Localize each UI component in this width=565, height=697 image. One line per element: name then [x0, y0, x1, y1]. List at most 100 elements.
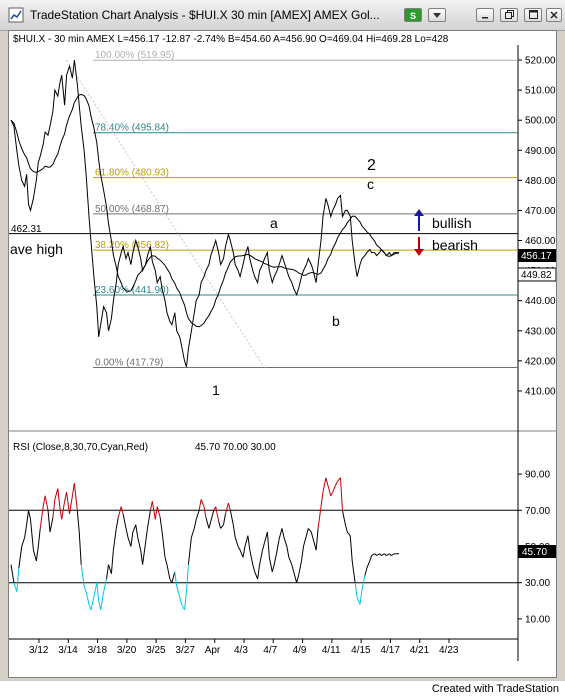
- rsi-segment: [130, 531, 134, 547]
- rsi-segment: [185, 564, 189, 592]
- rsi-segment: [388, 553, 392, 556]
- rsi-segment: [369, 555, 373, 562]
- rsi-tick-label: 70.00: [525, 506, 550, 517]
- rsi-tick-label: 30.00: [525, 578, 550, 589]
- rsi-segment: [351, 560, 356, 583]
- rsi-segment: [220, 524, 224, 529]
- rsi-segment: [271, 564, 275, 572]
- fib-level-label: 23.60% (441.90): [95, 285, 169, 296]
- rsi-segment: [263, 531, 268, 544]
- tradestation-app-icon: [8, 7, 24, 23]
- rsi-segment: [218, 521, 222, 529]
- rsi-segment: [120, 506, 124, 515]
- rsi-segment: [278, 528, 283, 540]
- rsi-segment: [44, 495, 49, 511]
- title-bar[interactable]: TradeStation Chart Analysis - $HUI.X 30 …: [0, 0, 565, 31]
- level-note: ave high: [10, 241, 63, 257]
- rsi-segment: [359, 589, 363, 605]
- restore-button[interactable]: [500, 8, 518, 22]
- maximize-icon: [528, 10, 538, 19]
- window-title: TradeStation Chart Analysis - $HUI.X 30 …: [30, 8, 380, 22]
- rsi-segment: [344, 524, 348, 533]
- rsi-segment: [156, 506, 161, 518]
- rsi-segment: [42, 495, 46, 507]
- rsi-segment: [166, 564, 171, 580]
- fib-trend-line: [66, 59, 265, 368]
- rsi-segment: [100, 591, 105, 610]
- close-button[interactable]: [546, 8, 562, 22]
- chart-canvas[interactable]: $HUI.X - 30 min AMEX L=456.17 -12.87 -2.…: [9, 31, 557, 677]
- rsi-segment: [171, 571, 176, 583]
- price-tick-label: 430.00: [525, 326, 556, 337]
- rsi-segment: [54, 488, 59, 500]
- bearish-label: bearish: [432, 237, 478, 253]
- rsi-segment: [66, 492, 70, 514]
- time-tick-label: 3/27: [175, 645, 195, 656]
- rsi-segment: [215, 506, 220, 522]
- rsi-segment: [78, 531, 82, 565]
- rsi-segment: [85, 591, 90, 605]
- rsi-segment: [106, 564, 109, 580]
- close-icon: [550, 11, 558, 19]
- fib-level-label: 100.00% (519.95): [95, 50, 175, 61]
- rsi-segment: [122, 513, 127, 529]
- minimize-button[interactable]: [476, 8, 494, 22]
- time-tick-label: 4/17: [380, 645, 400, 656]
- rsi-segment: [330, 491, 334, 497]
- rsi-segment: [232, 524, 236, 538]
- symbol-link-button[interactable]: S: [404, 8, 422, 22]
- rsi-segment: [259, 550, 264, 565]
- chevron-down-icon: [433, 13, 441, 18]
- rsi-segment: [24, 524, 28, 538]
- rsi-segment: [364, 568, 368, 576]
- rsi-segment: [88, 604, 92, 611]
- rsi-segment: [154, 506, 158, 520]
- rsi-segment: [164, 557, 168, 565]
- maximize-button[interactable]: [524, 8, 542, 22]
- rsi-segment: [239, 549, 244, 558]
- rsi-segment: [224, 502, 229, 515]
- rsi-segment: [317, 506, 322, 529]
- price-tick-label: 520.00: [525, 56, 556, 67]
- rsi-segment: [340, 477, 343, 511]
- moving-average-line: [10, 93, 400, 328]
- bullish-annotation: bullish: [414, 209, 472, 231]
- minimize-icon: [482, 17, 488, 19]
- time-tick-label: 3/12: [29, 645, 49, 656]
- rsi-segment: [39, 506, 44, 529]
- rsi-segment: [73, 483, 78, 511]
- rsi-segment: [137, 537, 142, 551]
- rsi-segment: [37, 528, 41, 547]
- rsi-segment: [257, 564, 261, 580]
- rsi-segment: [198, 499, 202, 511]
- rsi-segment: [161, 531, 166, 558]
- footer-text: Created with TradeStation: [431, 683, 559, 695]
- rsi-segment: [190, 528, 195, 538]
- chart-area[interactable]: $HUI.X - 30 min AMEX L=456.17 -12.87 -2.…: [8, 30, 557, 678]
- rsi-segment: [98, 600, 102, 610]
- rsi-segment: [341, 510, 346, 525]
- rsi-segment: [145, 528, 148, 543]
- rsi-segment: [205, 517, 210, 529]
- price-header: $HUI.X - 30 min AMEX L=456.17 -12.87 -2.…: [13, 34, 449, 45]
- rsi-segment: [115, 517, 119, 529]
- rsi-segment: [390, 553, 395, 556]
- rsi-segment: [266, 531, 270, 558]
- fib-level-label: 61.80% (480.93): [95, 168, 169, 179]
- rsi-header-values: 45.70 70.00 30.00: [195, 442, 276, 453]
- rsi-segment: [151, 501, 156, 520]
- restore-icon: [504, 10, 514, 19]
- rsi-segment: [354, 582, 358, 598]
- rsi-segment: [320, 492, 324, 507]
- link-dropdown-button[interactable]: [428, 8, 446, 22]
- fib-level-label: 78.40% (495.84): [95, 123, 169, 134]
- rsi-segment: [252, 564, 256, 572]
- rsi-segment: [273, 550, 278, 565]
- rsi-segment: [276, 539, 280, 551]
- rsi-segment: [108, 564, 112, 574]
- price-tick-label: 440.00: [525, 296, 556, 307]
- rsi-segment: [132, 524, 137, 533]
- rsi-segment: [242, 546, 246, 558]
- rsi-segment: [76, 510, 80, 533]
- rsi-segment: [103, 578, 108, 592]
